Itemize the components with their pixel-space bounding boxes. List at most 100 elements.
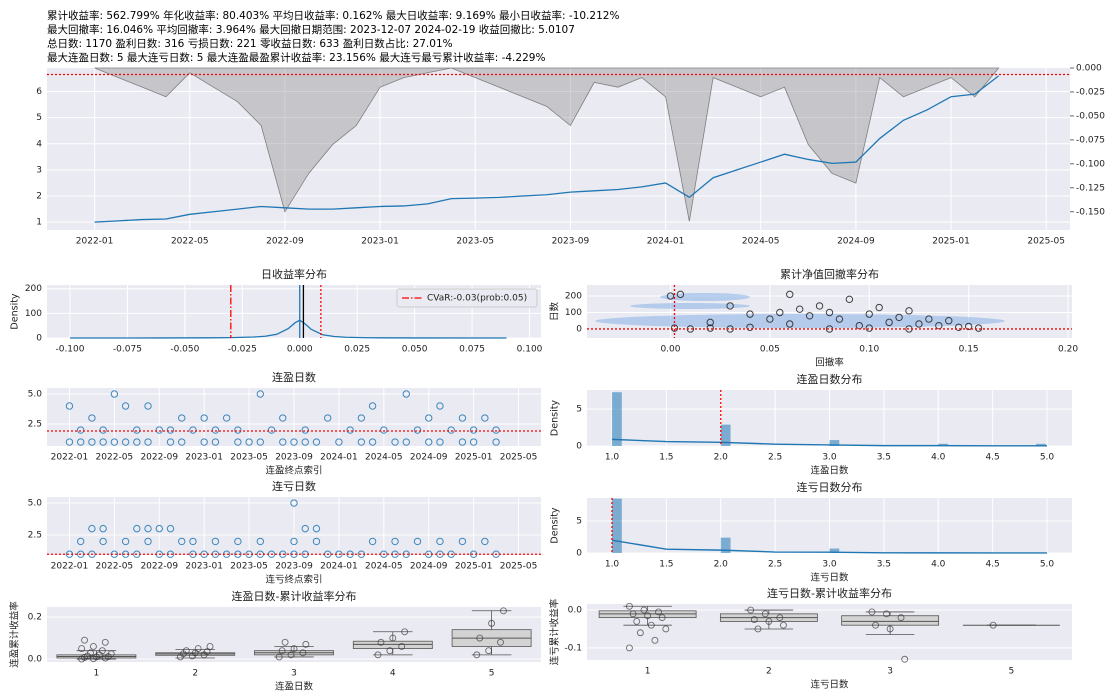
- x-tick-label: 2: [766, 667, 772, 677]
- scatter-point: [436, 402, 444, 410]
- strip-point: [901, 655, 909, 663]
- scatter-point: [346, 426, 354, 434]
- x-tick-label: 2024-05: [365, 562, 403, 572]
- x-tick-label: 3: [887, 667, 893, 677]
- strip-point: [389, 634, 397, 642]
- scatter-point: [88, 524, 96, 533]
- strip-point: [625, 644, 633, 652]
- strip-point: [500, 607, 507, 615]
- scatter-point: [312, 537, 321, 546]
- scatter-point: [905, 307, 913, 315]
- scatter-point: [875, 303, 883, 312]
- scatter-point: [469, 426, 478, 434]
- strip-point: [989, 621, 997, 629]
- scatter-point: [402, 390, 410, 398]
- scatter-point: [425, 414, 433, 422]
- scatter-point: [290, 499, 298, 507]
- scatter-point: [945, 317, 953, 325]
- scatter-point: [481, 537, 489, 546]
- scatter-point: [245, 438, 253, 446]
- chart-title: 连盈日数-累计收益率分布: [232, 589, 357, 603]
- scatter-point: [99, 524, 107, 533]
- scatter-point: [144, 524, 152, 533]
- strip-point: [647, 621, 655, 629]
- x-tick-label: 1.0: [605, 560, 620, 570]
- x-tick-label: -0.025: [228, 345, 257, 355]
- x-tick-label: 0.20: [1058, 345, 1078, 355]
- x-tick-label: 5.0: [1040, 453, 1055, 463]
- strip-point: [476, 634, 484, 642]
- scatter-point: [200, 438, 208, 446]
- x-tick-label: 2024-01: [320, 453, 358, 463]
- scatter-point: [166, 426, 175, 434]
- scatter-point: [915, 320, 923, 328]
- x-tick-label: 3.5: [877, 560, 891, 570]
- strip-point: [644, 612, 652, 620]
- scatter-point: [458, 414, 467, 422]
- scatter-point: [492, 426, 500, 434]
- scatter-point: [368, 402, 377, 410]
- x-tick-label: 2022-01: [51, 562, 89, 572]
- x-tick-label: -0.075: [113, 345, 142, 355]
- strip-point: [78, 645, 86, 653]
- x-tick-label: 2023-01: [185, 562, 223, 572]
- scatter-point: [935, 321, 943, 330]
- scatter-point: [166, 438, 175, 446]
- scatter-point: [865, 324, 873, 332]
- strip-point: [81, 636, 88, 644]
- x-tick-label: -0.050: [170, 345, 199, 355]
- scatter-point: [391, 438, 399, 446]
- scatter-point: [380, 426, 388, 434]
- scatter-point: [88, 438, 96, 446]
- scatter-point: [189, 426, 197, 434]
- scatter-point: [267, 426, 276, 434]
- scatter-point: [121, 402, 130, 410]
- y-tick-label: 2.5: [28, 531, 42, 541]
- scatter-point: [133, 524, 141, 533]
- strip-point: [779, 621, 787, 629]
- scatter-point: [290, 438, 298, 446]
- strip-point: [625, 602, 633, 610]
- scatter-point: [290, 537, 298, 546]
- scatter-point: [279, 438, 287, 446]
- scatter-point: [189, 537, 197, 546]
- x-tick-label: 2023-01: [185, 453, 223, 463]
- strip-point: [377, 638, 385, 646]
- chart-title: 连亏日数: [272, 480, 316, 493]
- y-axis-label: Density: [10, 293, 21, 329]
- scatter-point: [447, 426, 455, 434]
- y-axis-label: Density: [550, 400, 561, 436]
- strip-point: [98, 647, 106, 655]
- x-tick-label: 2024-01: [647, 237, 685, 247]
- y-tick-label: 0: [576, 324, 582, 334]
- x-tick-label: 0.00: [660, 345, 680, 355]
- y-tick-label: 5: [36, 113, 42, 123]
- strip-point: [747, 606, 755, 614]
- scatter-point: [121, 537, 130, 546]
- scatter-point: [964, 322, 973, 331]
- chart-title: 连亏日数分布: [797, 481, 863, 494]
- y-axis-label: 连亏累计收益率: [549, 598, 561, 665]
- scatter-point: [234, 426, 242, 434]
- x-tick-label: 2022-09: [266, 237, 304, 247]
- y2-tick-label: -0.050: [1076, 111, 1105, 121]
- y-tick-label: 0: [36, 334, 42, 344]
- y-tick-label: -0.1: [564, 643, 582, 653]
- y-tick-label: 4: [36, 139, 42, 149]
- strip-point: [886, 625, 894, 633]
- scatter-point: [178, 414, 186, 422]
- series-line: [94, 75, 1000, 223]
- strip-point: [386, 647, 394, 655]
- scatter-point: [335, 438, 343, 446]
- strip-point: [655, 608, 662, 616]
- strip-point: [287, 651, 295, 659]
- summary-line: 总日数: 1170 盈利日数: 316 亏损日数: 221 零收益日数: 633…: [47, 37, 453, 50]
- x-axis-label: 回撤率: [815, 357, 844, 369]
- scatter-point: [99, 537, 107, 546]
- scatter-point: [925, 315, 933, 323]
- x-tick-label: 2022-09: [140, 562, 178, 572]
- y-tick-label: 5: [576, 405, 582, 415]
- scatter-point: [726, 325, 734, 333]
- x-tick-label: 4: [390, 669, 396, 679]
- chart-title: 日收益率分布: [261, 267, 327, 281]
